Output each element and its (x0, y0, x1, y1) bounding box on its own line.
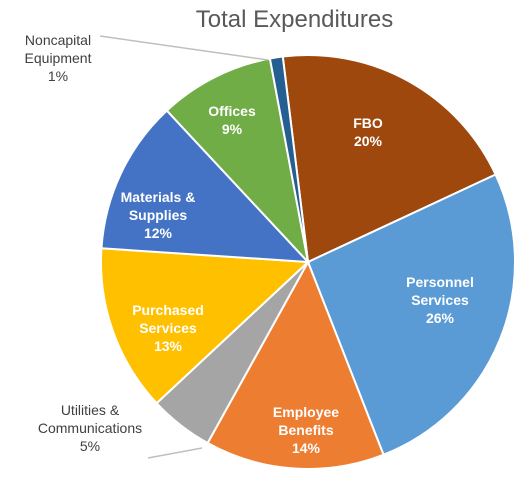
value-label: 5% (79, 438, 101, 454)
slice-label: Personnel Services 26% (385, 273, 495, 327)
pie-slice (206, 259, 385, 470)
category-label: Noncapital Equipment (24, 32, 92, 66)
value-label: 20% (353, 133, 383, 149)
leader-line (147, 447, 203, 459)
category-label: Personnel Services (406, 274, 474, 308)
category-label: Materials & Supplies (120, 189, 196, 223)
category-label: Offices (208, 103, 256, 119)
leader-line (99, 35, 269, 61)
pie-slice (100, 109, 311, 264)
value-label: 26% (425, 310, 455, 326)
value-label: 9% (221, 121, 243, 137)
slice-label: FBO 20% (323, 114, 413, 150)
category-label: Utilities & Communications (37, 402, 143, 436)
slice-label: Offices 9% (187, 102, 277, 138)
category-label: Purchased Services (132, 302, 204, 336)
pie-slice (268, 55, 309, 263)
pie-slice (281, 54, 497, 264)
chart-title: Total Expenditures (195, 6, 394, 33)
category-label: Employee Benefits (272, 404, 340, 438)
value-label: 13% (153, 338, 183, 354)
slice-label: Noncapital Equipment 1% (3, 31, 113, 85)
pie-slice (100, 247, 311, 405)
slice-label: Utilities & Communications 5% (20, 401, 160, 455)
pie-slice (306, 173, 516, 457)
slice-label: Employee Benefits 14% (251, 403, 361, 457)
slice-label: Purchased Services 13% (113, 301, 223, 355)
value-label: 12% (143, 225, 173, 241)
slice-label: Materials & Supplies 12% (103, 188, 213, 242)
value-label: 1% (47, 68, 69, 84)
value-label: 14% (291, 440, 321, 456)
category-label: FBO (353, 115, 383, 131)
